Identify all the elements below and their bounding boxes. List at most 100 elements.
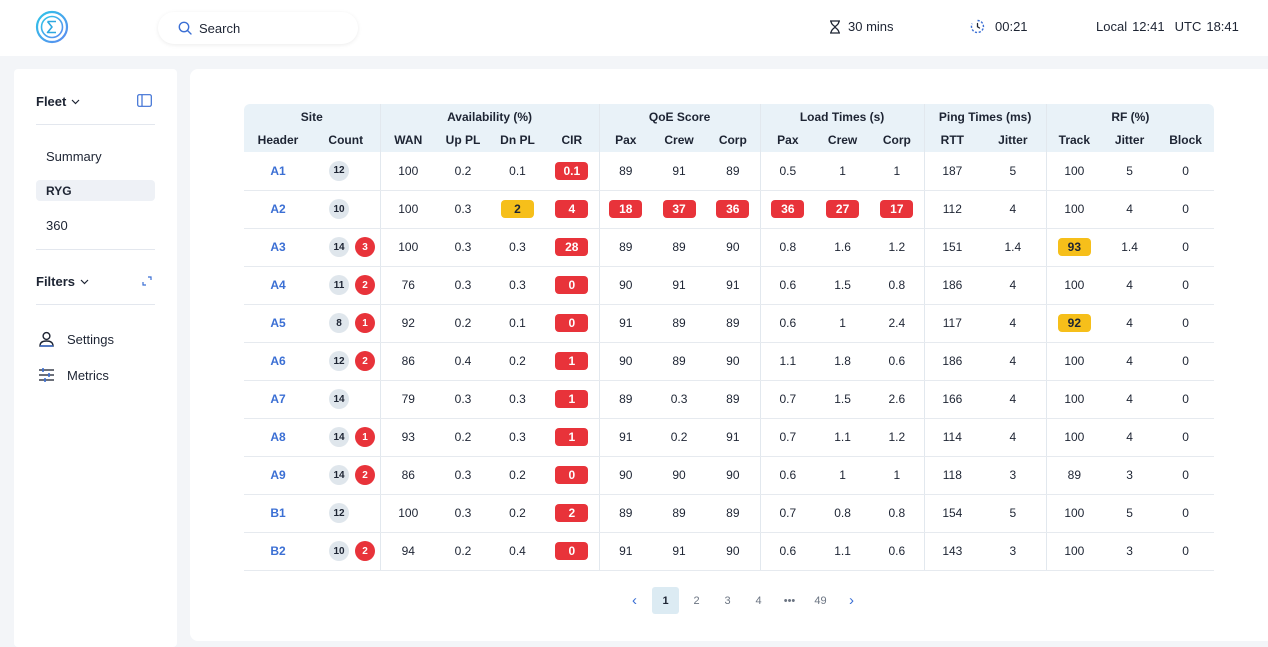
- red-status-pill[interactable]: 1: [555, 352, 589, 370]
- red-status-pill[interactable]: 0: [555, 314, 589, 332]
- metric-cell: 1: [870, 152, 925, 191]
- site-link[interactable]: A6: [244, 342, 312, 381]
- column-header[interactable]: Corp: [706, 128, 761, 152]
- red-status-pill[interactable]: 4: [555, 200, 589, 218]
- search-input[interactable]: [199, 20, 339, 36]
- red-status-pill[interactable]: 17: [880, 200, 914, 218]
- column-header[interactable]: Header: [244, 128, 312, 152]
- table-row[interactable]: B1 12 100 0.3 0.2 2 89 89 89 0.7 0.8 0.8 154 5 100 5 0: [244, 494, 1215, 533]
- amber-status-pill[interactable]: 92: [1057, 314, 1091, 332]
- metric-cell: 117: [923, 304, 981, 343]
- column-header[interactable]: Up PL: [436, 128, 491, 152]
- filters-dropdown[interactable]: Filters: [36, 274, 89, 289]
- table-row[interactable]: A8 14 1 93 0.2 0.3 1 91 0.2 91 0.7 1.1 1.2 114 4 100 4 0: [244, 418, 1215, 457]
- prev-page-icon[interactable]: ‹: [632, 592, 637, 609]
- metric-cell: 91: [598, 304, 653, 343]
- panel-toggle-icon[interactable]: [137, 94, 152, 107]
- page-button[interactable]: 4: [755, 594, 762, 607]
- site-link[interactable]: A1: [244, 152, 312, 191]
- refresh-timer[interactable]: 00:21: [970, 19, 1028, 34]
- alert-badge[interactable]: 1: [355, 313, 375, 333]
- metric-cell: 2.6: [870, 380, 925, 419]
- sigma-logo-icon[interactable]: [35, 10, 69, 44]
- red-status-pill[interactable]: 0: [555, 276, 589, 294]
- red-status-pill[interactable]: 36: [716, 200, 750, 218]
- table-row[interactable]: A3 14 3 100 0.3 0.3 28 89 89 90 0.8 1.6 1.2 151 1.4 93 1…: [244, 228, 1215, 267]
- count-badge: 12: [329, 351, 349, 371]
- nav-ryg[interactable]: RYG: [36, 180, 155, 201]
- column-header[interactable]: Track: [1045, 128, 1103, 152]
- search-box[interactable]: [158, 12, 358, 44]
- table-row[interactable]: B2 10 2 94 0.2 0.4 0 91 91 90 0.6 1.1 0.6 143 3 100 3 0: [244, 532, 1215, 571]
- table-row[interactable]: A2 10 100 0.3 2 4 18 37 36 36 27 17 112 4 100 4 0: [244, 190, 1215, 229]
- table-row[interactable]: A4 11 2 76 0.3 0.3 0 90 91 91 0.6 1.5 0.8 186 4 100 4 0: [244, 266, 1215, 305]
- column-header[interactable]: Pax: [598, 128, 653, 152]
- page-button[interactable]: 49: [814, 594, 827, 607]
- column-header[interactable]: CIR: [545, 128, 600, 152]
- site-link[interactable]: A9: [244, 456, 312, 495]
- settings-link[interactable]: Settings: [38, 331, 114, 347]
- amber-status-pill[interactable]: 2: [501, 200, 535, 218]
- amber-status-pill[interactable]: 93: [1057, 238, 1091, 256]
- page-button[interactable]: 3: [724, 594, 731, 607]
- red-status-pill[interactable]: 36: [771, 200, 805, 218]
- alert-badge[interactable]: 2: [355, 275, 375, 295]
- column-header[interactable]: Dn PL: [490, 128, 546, 152]
- site-link[interactable]: A8: [244, 418, 312, 457]
- metric-cell: 89: [652, 228, 707, 267]
- nav-360[interactable]: 360: [36, 215, 155, 236]
- metric-cell: 91: [652, 152, 707, 191]
- site-link[interactable]: A7: [244, 380, 312, 419]
- red-status-pill[interactable]: 1: [555, 428, 589, 446]
- metric-cell: 0.6: [759, 266, 816, 305]
- table-row[interactable]: A6 12 2 86 0.4 0.2 1 90 89 90 1.1 1.8 0.6 186 4 100 4 0: [244, 342, 1215, 381]
- fleet-dropdown[interactable]: Fleet: [36, 94, 80, 109]
- expand-icon[interactable]: [142, 276, 152, 286]
- alert-badge[interactable]: 3: [355, 237, 375, 257]
- column-header[interactable]: Count: [312, 128, 381, 152]
- alert-badge[interactable]: 2: [355, 465, 375, 485]
- column-header[interactable]: WAN: [379, 128, 437, 152]
- nav-summary[interactable]: Summary: [36, 146, 155, 167]
- page-button[interactable]: 2: [693, 594, 700, 607]
- red-status-pill[interactable]: 37: [662, 200, 696, 218]
- red-status-pill[interactable]: 0: [555, 542, 589, 560]
- duration-selector[interactable]: 30 mins: [829, 19, 894, 34]
- red-status-pill[interactable]: 28: [555, 238, 589, 256]
- red-status-pill[interactable]: 1: [555, 390, 589, 408]
- site-link[interactable]: B1: [244, 494, 312, 533]
- count-cell: 10: [312, 190, 381, 229]
- column-header[interactable]: Jitter: [1102, 128, 1158, 152]
- column-header[interactable]: Crew: [815, 128, 871, 152]
- column-header[interactable]: Jitter: [980, 128, 1047, 152]
- site-link[interactable]: A3: [244, 228, 312, 267]
- column-header[interactable]: Corp: [870, 128, 925, 152]
- table-row[interactable]: A7 14 79 0.3 0.3 1 89 0.3 89 0.7 1.5 2.6 166 4 100 4 0: [244, 380, 1215, 419]
- site-link[interactable]: A4: [244, 266, 312, 305]
- alert-badge[interactable]: 2: [355, 541, 375, 561]
- table-row[interactable]: A5 8 1 92 0.2 0.1 0 91 89 89 0.6 1 2.4 117 4 92 4 0: [244, 304, 1215, 343]
- column-header[interactable]: RTT: [923, 128, 981, 152]
- column-header[interactable]: Crew: [652, 128, 707, 152]
- site-link[interactable]: A5: [244, 304, 312, 343]
- metric-cell: 4: [980, 190, 1047, 229]
- table-row[interactable]: A1 12 100 0.2 0.1 0.1 89 91 89 0.5 1 1 187 5 100 5 0: [244, 152, 1215, 191]
- page-button[interactable]: 1: [652, 587, 679, 614]
- red-status-pill[interactable]: 27: [826, 200, 860, 218]
- site-link[interactable]: B2: [244, 532, 312, 571]
- site-link[interactable]: A2: [244, 190, 312, 229]
- metric-cell: 0.3: [436, 190, 491, 229]
- column-header[interactable]: Block: [1157, 128, 1215, 152]
- metric-cell: 100: [1045, 190, 1103, 229]
- red-status-pill[interactable]: 2: [555, 504, 589, 522]
- alert-badge[interactable]: 2: [355, 351, 375, 371]
- table-row[interactable]: A9 14 2 86 0.3 0.2 0 90 90 90 0.6 1 1 118 3 89 3 0: [244, 456, 1215, 495]
- red-status-pill[interactable]: 18: [609, 200, 643, 218]
- column-header[interactable]: Pax: [759, 128, 816, 152]
- red-status-pill[interactable]: 0: [555, 466, 589, 484]
- red-status-pill[interactable]: 0.1: [555, 161, 589, 180]
- next-page-icon[interactable]: ›: [849, 592, 854, 609]
- metrics-link[interactable]: Metrics: [38, 367, 109, 383]
- alert-badge[interactable]: 1: [355, 427, 375, 447]
